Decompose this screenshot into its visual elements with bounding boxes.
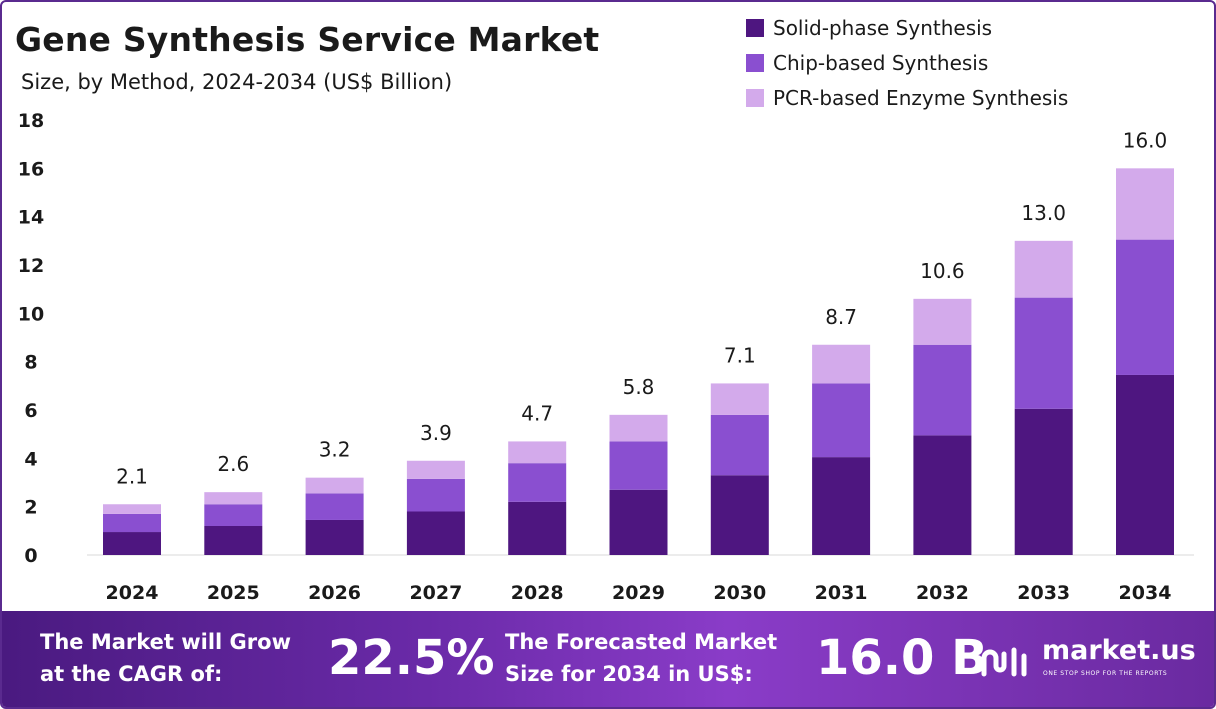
- market-us-logo-tagline: ONE STOP SHOP FOR THE REPORTS: [1043, 670, 1168, 677]
- chart-subtitle: Size, by Method, 2024-2034 (US$ Billion): [21, 70, 453, 94]
- bar-segment-solid-phase: [103, 532, 161, 555]
- cagr-label-line-2: at the CAGR of:: [40, 662, 223, 686]
- bar-total-label: 4.7: [521, 401, 553, 425]
- market-us-logo-icon: [981, 647, 1027, 677]
- bar-total-label: 3.9: [420, 421, 452, 445]
- forecast-label: The Forecasted Market Size for 2034 in U…: [505, 626, 777, 690]
- legend-item-chip-based: Chip-based Synthesis: [746, 45, 1068, 80]
- x-tick-label: 2028: [511, 582, 564, 604]
- x-tick-label: 2026: [308, 582, 361, 604]
- bar-segment-chip-based: [508, 463, 567, 502]
- chart-title: Gene Synthesis Service Market: [15, 20, 600, 59]
- bar-segment-chip-based: [812, 383, 871, 458]
- y-tick-label: 10: [18, 303, 44, 325]
- y-tick-label: 2: [24, 497, 37, 519]
- market-us-logo-text: market.us: [1042, 635, 1196, 666]
- legend-item-pcr-based: PCR-based Enzyme Synthesis: [746, 80, 1068, 115]
- forecast-label-line-2: Size for 2034 in US$:: [505, 662, 753, 686]
- bar-segment-chip-based: [1014, 297, 1073, 409]
- x-tick-label: 2025: [207, 582, 260, 604]
- forecast-label-line-1: The Forecasted Market: [505, 630, 778, 654]
- bar-segment-pcr-based: [508, 441, 567, 464]
- x-tick-label: 2027: [409, 582, 462, 604]
- cagr-label: The Market will Grow at the CAGR of:: [40, 626, 291, 690]
- bar-segment-pcr-based: [609, 414, 668, 442]
- y-tick-label: 0: [24, 545, 37, 567]
- chart-legend: Solid-phase Synthesis Chip-based Synthes…: [746, 10, 1068, 115]
- y-tick-label: 16: [18, 158, 44, 180]
- bar-segment-chip-based: [406, 478, 465, 512]
- x-tick-label: 2031: [815, 582, 868, 604]
- x-tick-label: 2034: [1119, 582, 1172, 604]
- bar-segment-chip-based: [913, 344, 972, 436]
- bar-segment-solid-phase: [508, 501, 567, 555]
- bar-segment-pcr-based: [305, 477, 364, 494]
- bar-segment-pcr-based: [812, 344, 871, 384]
- y-tick-label: 4: [24, 448, 37, 470]
- bar-total-label: 2.1: [116, 464, 148, 488]
- bar-segment-solid-phase: [609, 489, 668, 555]
- y-tick-label: 14: [18, 207, 44, 229]
- bar-segment-solid-phase: [710, 475, 769, 555]
- bar-segment-solid-phase: [1116, 374, 1174, 555]
- bar-segment-pcr-based: [1014, 240, 1073, 298]
- legend-label: Chip-based Synthesis: [773, 50, 989, 75]
- bar-segment-solid-phase: [812, 457, 871, 555]
- bar-total-label: 7.1: [724, 343, 756, 367]
- x-tick-label: 2024: [106, 582, 159, 604]
- legend-label: Solid-phase Synthesis: [773, 15, 993, 40]
- bar-total-label: 3.2: [319, 438, 351, 462]
- x-tick-label: 2032: [916, 582, 969, 604]
- bar-segment-chip-based: [1116, 239, 1174, 375]
- bar-segment-pcr-based: [1116, 168, 1174, 240]
- footer-banner: The Market will Grow at the CAGR of: 22.…: [2, 611, 1214, 707]
- y-tick-label: 12: [18, 255, 44, 277]
- bar-segment-pcr-based: [204, 492, 263, 505]
- legend-label: PCR-based Enzyme Synthesis: [773, 85, 1069, 110]
- bar-segment-pcr-based: [913, 298, 972, 345]
- bar-segment-pcr-based: [406, 460, 465, 479]
- legend-swatch: [746, 53, 764, 72]
- bar-segment-solid-phase: [305, 519, 364, 555]
- bar-total-label: 13.0: [1021, 201, 1066, 225]
- bar-segment-solid-phase: [913, 435, 972, 555]
- x-tick-label: 2033: [1017, 582, 1070, 604]
- bar-segment-chip-based: [710, 414, 769, 476]
- legend-swatch: [746, 18, 764, 37]
- x-tick-label: 2030: [713, 582, 766, 604]
- y-tick-label: 6: [24, 400, 37, 422]
- bar-total-label: 10.6: [920, 259, 965, 283]
- legend-item-solid-phase: Solid-phase Synthesis: [746, 10, 1068, 45]
- legend-swatch: [746, 88, 764, 107]
- bar-segment-solid-phase: [204, 526, 263, 555]
- cagr-value: 22.5%: [328, 630, 495, 686]
- bar-total-label: 5.8: [623, 375, 655, 399]
- bar-segment-chip-based: [305, 493, 364, 520]
- bar-total-label: 16.0: [1123, 128, 1168, 152]
- bar-segment-chip-based: [103, 513, 161, 533]
- stacked-bar-chart: 0 2 4 6 8 10 12 14 16 18 2.1 2024 2.6 2025 3.2 2026 3.9 2…: [18, 110, 1194, 604]
- bar-total-label: 2.6: [217, 452, 249, 476]
- bar-segment-chip-based: [204, 504, 263, 526]
- forecast-value: 16.0 B: [816, 630, 988, 686]
- y-tick-label: 8: [24, 352, 37, 374]
- bar-segment-solid-phase: [1014, 408, 1073, 555]
- cagr-label-line-1: The Market will Grow: [40, 630, 291, 654]
- bar-segment-pcr-based: [103, 504, 161, 514]
- bar-segment-pcr-based: [710, 383, 769, 415]
- bar-total-label: 8.7: [825, 305, 857, 329]
- bar-segment-chip-based: [609, 441, 668, 490]
- x-tick-label: 2029: [612, 582, 665, 604]
- bar-segment-solid-phase: [406, 511, 465, 555]
- y-tick-label: 18: [18, 110, 44, 132]
